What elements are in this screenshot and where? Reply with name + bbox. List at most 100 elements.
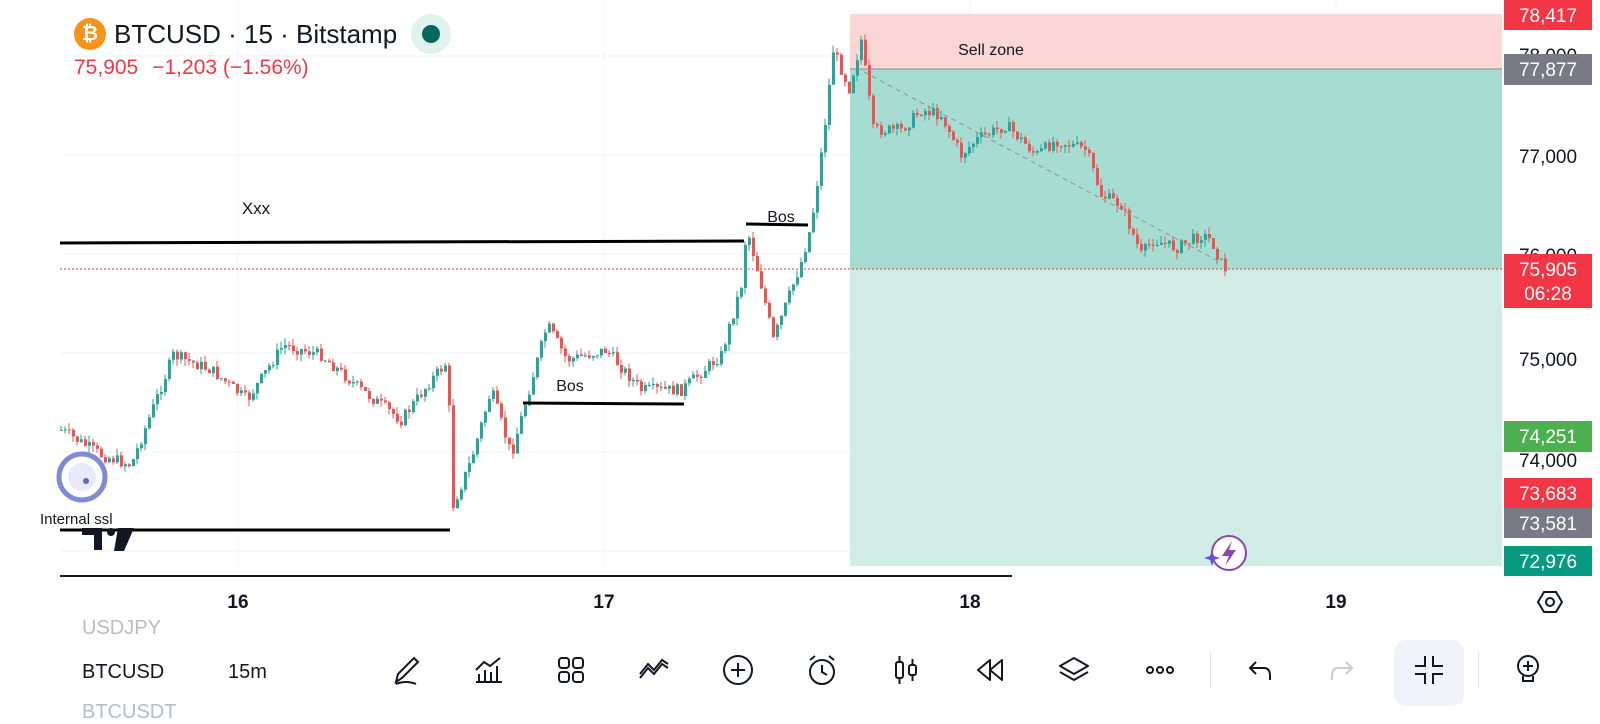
trend-line[interactable]: [863, 71, 1221, 263]
candle-body: [1128, 210, 1131, 229]
candle-body: [584, 355, 587, 357]
candle-body: [948, 126, 951, 132]
target-zone-box[interactable]: [850, 269, 1502, 566]
candle-body: [168, 359, 171, 379]
candle-body: [400, 421, 403, 426]
tag-last-price-text: 75,905: [1519, 260, 1577, 281]
candle-body: [1168, 240, 1171, 244]
candle-body: [992, 127, 995, 135]
candle-body: [596, 355, 599, 357]
current-symbol[interactable]: BTCUSD: [82, 661, 165, 683]
candle-body: [1152, 244, 1155, 246]
more-dots-icon[interactable]: [1140, 650, 1180, 690]
candle-body: [708, 361, 711, 371]
symbol-ghost-below[interactable]: BTCUSDT: [82, 701, 177, 723]
candle-body: [220, 378, 223, 380]
layers-icon[interactable]: [1054, 650, 1094, 690]
candle-body: [156, 394, 159, 405]
candle-body: [80, 439, 83, 442]
candle-body: [464, 471, 467, 490]
draw-pencil-icon[interactable]: [386, 650, 426, 690]
candle-body: [972, 143, 975, 148]
tag-last-price: [1504, 254, 1592, 308]
candle-body: [100, 448, 103, 458]
replay-rewind-icon[interactable]: [970, 650, 1010, 690]
candle-body: [1044, 142, 1047, 149]
candle-body: [872, 95, 875, 125]
candle-body: [876, 124, 879, 126]
candle-body: [288, 345, 291, 347]
candle-body: [552, 323, 555, 332]
candles-group: [60, 34, 1227, 512]
candle-body: [380, 398, 383, 401]
candle-body: [104, 457, 107, 463]
add-circle-icon[interactable]: [718, 650, 758, 690]
ai-assistant-icon[interactable]: [1204, 535, 1247, 571]
candle-body: [740, 288, 743, 297]
candle-body: [612, 352, 615, 354]
alarm-clock-icon[interactable]: [802, 650, 842, 690]
candle-body: [620, 364, 623, 373]
current-timeframe[interactable]: 15m: [228, 661, 267, 683]
candle-body: [336, 367, 339, 372]
xxx-level-line[interactable]: [59, 239, 745, 245]
candle-body: [140, 444, 143, 449]
candle-body: [468, 463, 471, 472]
candle-body: [252, 393, 255, 400]
exit-fullscreen-icon[interactable]: [1409, 650, 1449, 690]
candle-body: [688, 378, 691, 384]
tag-sell-top-text: 78,417: [1519, 6, 1577, 27]
candle-body: [316, 348, 319, 353]
candle-body: [328, 360, 331, 363]
candle-body: [292, 345, 295, 352]
candle-body: [572, 358, 575, 362]
candle-body: [728, 323, 731, 345]
candle-body: [224, 378, 227, 382]
tag-grey-level: [1504, 508, 1592, 538]
candle-body: [268, 365, 271, 371]
candle-body: [500, 403, 503, 418]
profit-zone-box[interactable]: [850, 69, 1502, 269]
candle-body: [544, 332, 547, 342]
candle-body: [1068, 145, 1071, 147]
candle-body: [668, 385, 671, 389]
candles-style-icon[interactable]: [886, 650, 926, 690]
candle-body: [976, 137, 979, 144]
layouts-grid-icon[interactable]: [551, 650, 591, 690]
candle-body: [1056, 141, 1059, 147]
tag-red-level-text: 73,683: [1519, 484, 1577, 505]
candle-body: [300, 349, 303, 355]
candle-body: [1100, 184, 1103, 197]
indicator-bubble-icon[interactable]: [56, 451, 108, 503]
candle-body: [912, 112, 915, 128]
bos-lower-line[interactable]: [522, 401, 685, 406]
candle-body: [800, 262, 803, 278]
candle-body: [648, 385, 651, 387]
sell-zone-box[interactable]: [850, 14, 1502, 69]
market-status-indicator[interactable]: [411, 14, 452, 54]
indicators-chart-icon[interactable]: [468, 650, 508, 690]
compare-lines-icon[interactable]: [634, 650, 674, 690]
candle-body: [108, 458, 111, 463]
undo-icon[interactable]: [1240, 650, 1280, 690]
candle-body: [308, 351, 311, 355]
candle-body: [748, 237, 751, 246]
tag-tp-text: 74,251: [1519, 427, 1577, 448]
candle-body: [148, 417, 151, 429]
candle-body: [120, 455, 123, 467]
candle-body: [320, 348, 323, 361]
chart-settings-icon[interactable]: [1536, 591, 1564, 613]
candle-body: [388, 402, 391, 410]
candle-body: [952, 131, 955, 140]
candle-body: [96, 445, 99, 449]
symbol-header[interactable]: ₿ BTCUSD · 15 · Bitstamp: [74, 14, 452, 54]
bos-upper-line[interactable]: [745, 222, 809, 227]
ideas-bulb-icon[interactable]: [1508, 650, 1548, 690]
symbol-ghost-above[interactable]: USDJPY: [82, 617, 161, 639]
candle-body: [844, 74, 847, 82]
candle-body: [312, 352, 315, 355]
candle-body: [360, 381, 363, 388]
redo-icon[interactable]: [1322, 650, 1362, 690]
symbol-title[interactable]: BTCUSD · 15 · Bitstamp: [114, 18, 398, 49]
